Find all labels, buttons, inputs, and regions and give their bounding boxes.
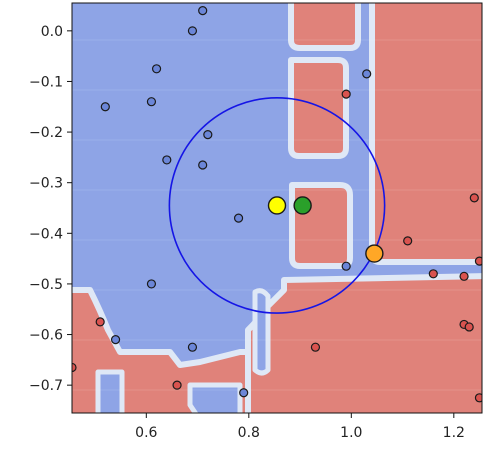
y-tick-label-2: −0.2 — [29, 125, 63, 141]
red-point-0 — [341, 89, 351, 99]
x-tick-label-3: 1.2 — [443, 425, 465, 441]
blue-point-5 — [203, 130, 213, 140]
blue-island-stripe — [252, 288, 271, 376]
highlight-point-green — [293, 196, 312, 215]
highlight-points — [267, 196, 384, 263]
blue-point-1 — [187, 26, 198, 36]
red-point-4 — [469, 193, 479, 203]
region-texture — [72, 39, 482, 391]
y-tick-label-3: −0.3 — [29, 176, 63, 192]
x-tick-label-2: 1.0 — [340, 425, 362, 441]
red-point-11 — [72, 362, 77, 373]
blue-point-6 — [162, 155, 172, 165]
highlight-point-yellow — [267, 196, 287, 215]
blue-point-9 — [362, 69, 372, 79]
blue-point-4 — [146, 97, 157, 107]
blue-point-10 — [341, 261, 351, 271]
red-region-right — [369, 3, 482, 265]
red-region-upper-block — [288, 3, 361, 51]
red-region-lower-right — [245, 273, 482, 413]
y-tick-label-5: −0.5 — [29, 277, 63, 293]
blue-point-3 — [100, 102, 110, 112]
x-tick-label-1: 0.8 — [238, 425, 260, 441]
red-point-9 — [310, 342, 321, 352]
blue-point-13 — [187, 342, 198, 352]
blue-island-lower-left — [95, 369, 125, 413]
red-point-3 — [459, 271, 469, 281]
y-tick-label-4: −0.4 — [29, 226, 63, 242]
blue-point-14 — [239, 388, 249, 398]
blue-point-12 — [110, 335, 121, 345]
red-point-5 — [474, 256, 482, 266]
blue-point-0 — [198, 5, 208, 16]
x-axis: 0.6 0.8 1.0 1.2 — [135, 413, 465, 441]
red-points — [72, 89, 482, 403]
blue-point-7 — [198, 160, 208, 170]
y-tick-label-0: 0.0 — [41, 24, 63, 40]
blue-point-2 — [151, 64, 162, 74]
y-tick-label-1: −0.1 — [29, 74, 63, 90]
blue-point-8 — [233, 213, 244, 223]
highlight-point-orange — [365, 244, 384, 263]
y-tick-label-6: −0.6 — [29, 328, 63, 344]
red-region-tall-block — [288, 57, 349, 159]
red-point-7 — [464, 322, 474, 332]
blue-point-11 — [146, 279, 157, 289]
blue-island-center — [187, 382, 243, 413]
neighborhood-circle — [168, 97, 386, 314]
y-tick-label-7: −0.7 — [29, 378, 63, 394]
red-point-10 — [172, 380, 182, 390]
plot-frame — [71, 2, 483, 414]
red-point-1 — [403, 236, 413, 246]
red-point-2 — [428, 269, 438, 279]
x-tick-label-0: 0.6 — [135, 425, 157, 441]
red-point-12 — [474, 393, 482, 403]
blue-points — [100, 5, 372, 398]
y-axis: 0.0 −0.1 −0.2 −0.3 −0.4 −0.5 −0.6 −0.7 — [29, 24, 72, 394]
red-point-8 — [95, 317, 105, 327]
